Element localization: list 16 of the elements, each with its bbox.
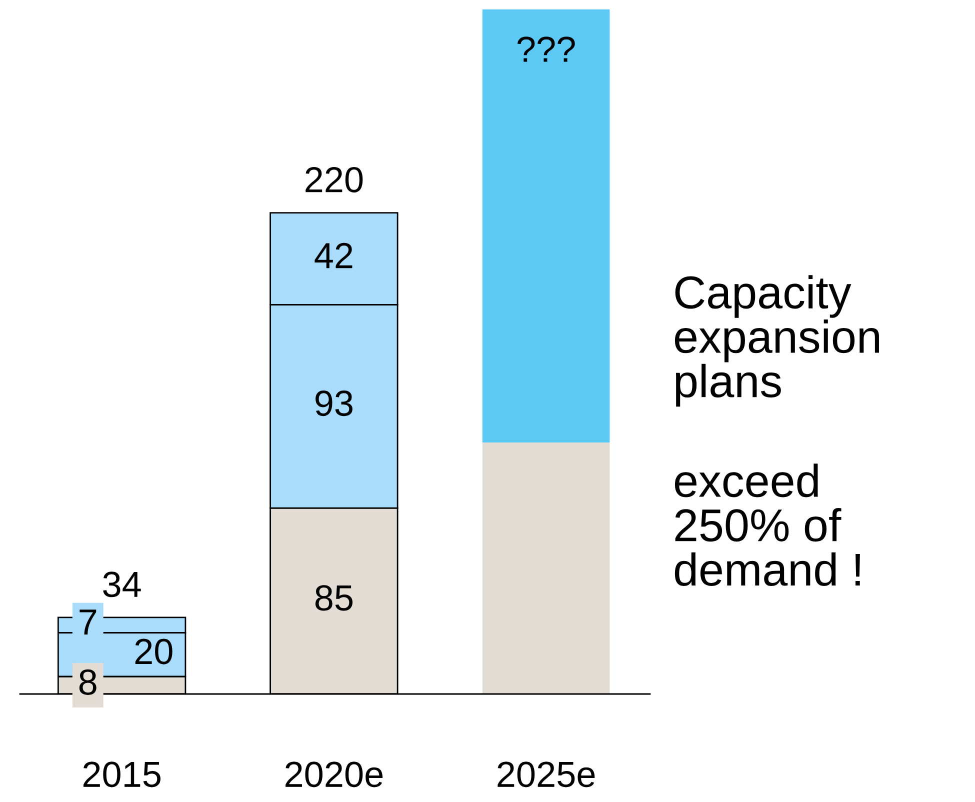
bar xyxy=(482,442,610,694)
x-tick-label: 2015 xyxy=(83,762,160,788)
data-label: 7 xyxy=(80,610,96,634)
text: exceed 250% of demand ! xyxy=(674,464,860,586)
text: Capacity expansion plans xyxy=(674,275,879,407)
x-tick-label: 2025e xyxy=(498,762,595,788)
total-label: 34 xyxy=(103,572,141,598)
bar xyxy=(482,9,610,442)
x-tick-label: 2020e xyxy=(286,762,383,788)
total-label: 220 xyxy=(306,166,363,193)
data-label: 93 xyxy=(316,390,352,416)
data-label: 42 xyxy=(314,242,352,268)
data-label: 20 xyxy=(135,638,172,664)
total-label: ??? xyxy=(517,36,575,62)
data-label: 8 xyxy=(79,669,96,695)
data-label: 85 xyxy=(315,585,353,611)
